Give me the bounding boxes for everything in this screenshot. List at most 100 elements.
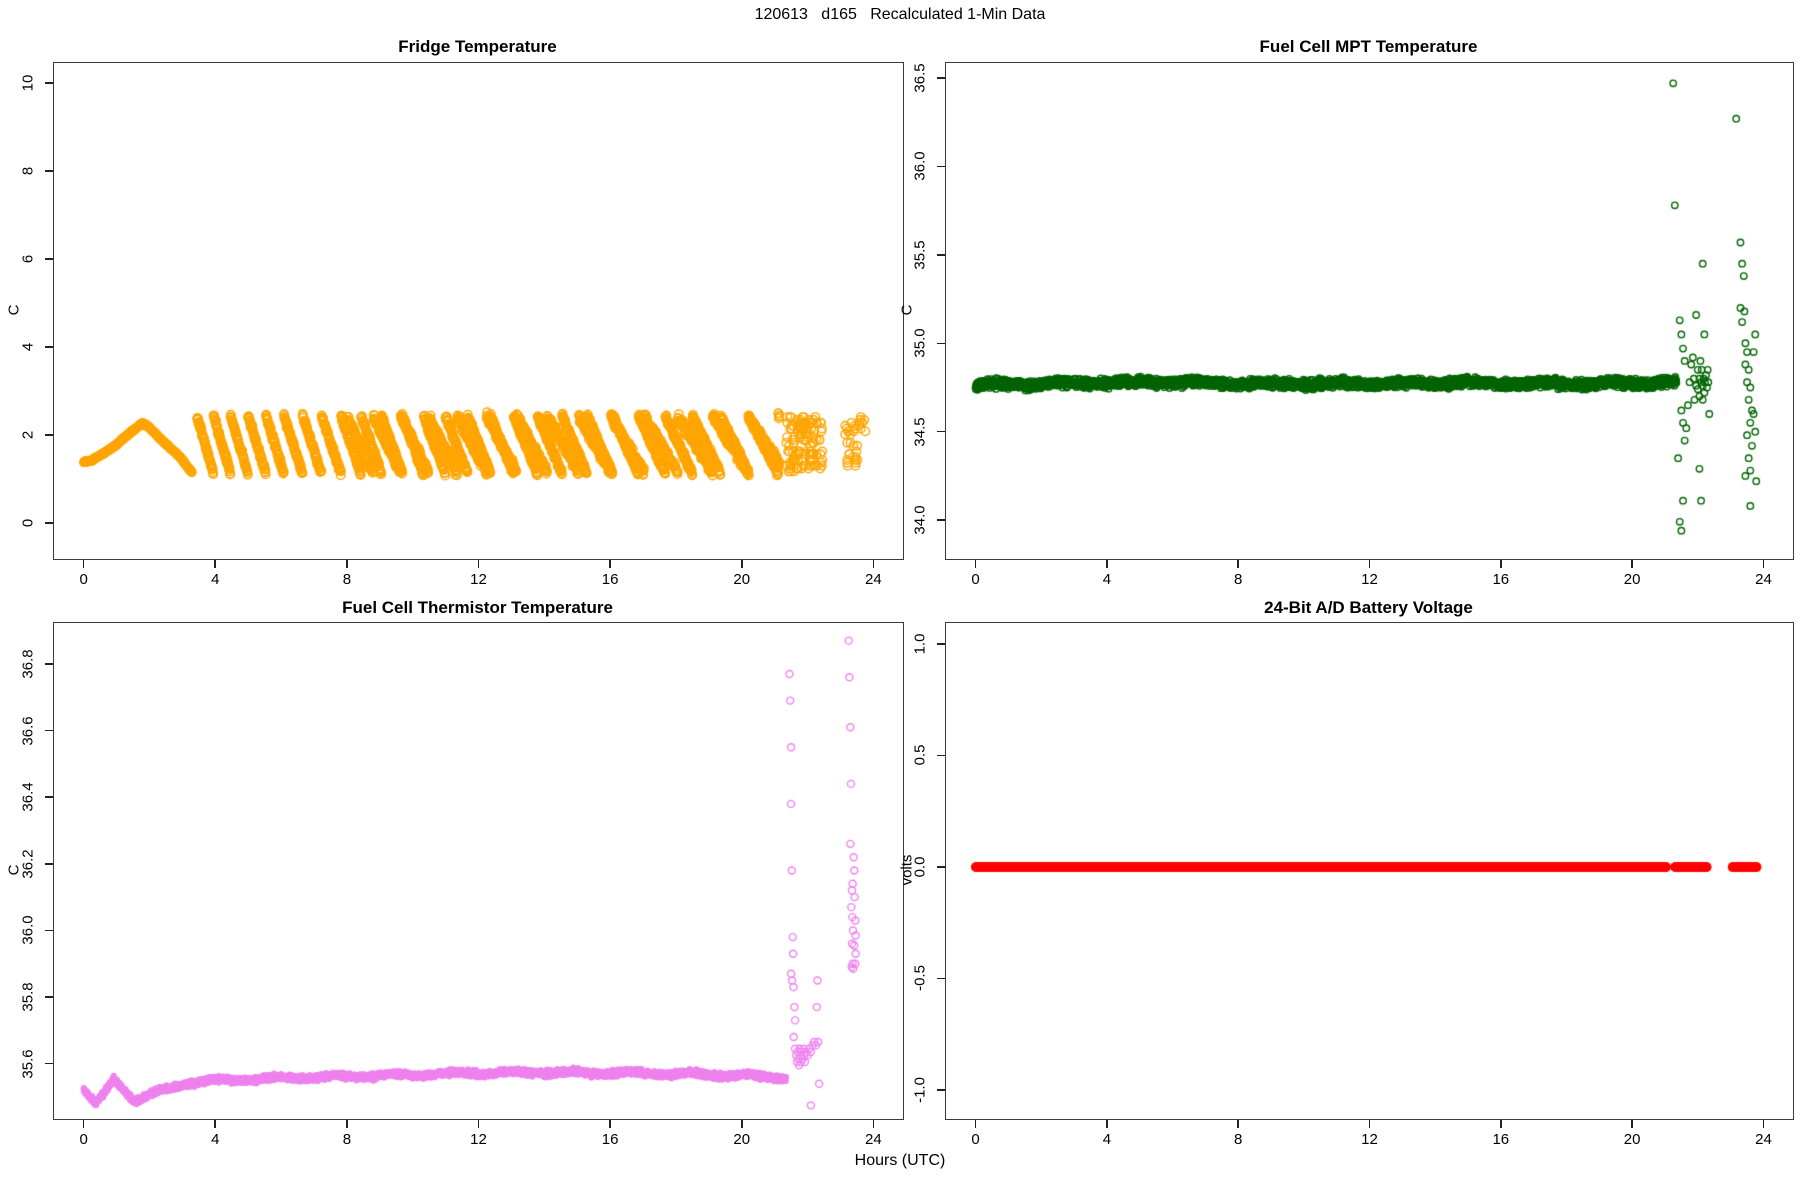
plot-canvas-fuel-cell-thermistor [54,623,903,1119]
x-tick-label: 4 [1102,571,1112,588]
y-tick-mark [44,522,53,524]
plot-area-fuel-cell-thermistor: 0 4 8 12 16 20 24 35.6 35.8 36.0 36.2 36.4 36.6 36.8 [20,622,904,1148]
y-tick-mark [44,929,53,932]
x-tick-mark [1368,1120,1371,1128]
y-tick-mark [936,77,945,79]
x-tick-label: 0 [79,1131,88,1148]
x-tick-label: 20 [1623,1131,1641,1148]
x-tick-mark [1237,1120,1239,1128]
x-tick-label: 8 [1234,1131,1243,1148]
y-tick-label: 6 [19,254,37,264]
x-tick-mark [214,560,216,568]
y-tick-label: 34.5 [911,417,929,447]
x-tick-label: 12 [1361,1131,1378,1148]
x-tick-label: 0 [971,571,980,588]
x-tick-label: 24 [865,571,882,588]
y-tick-label: 36.4 [19,782,37,812]
y-tick-mark [936,643,945,645]
y-tick-mark [936,430,945,433]
x-tick-mark [609,1120,611,1128]
x-tick-mark [741,560,743,568]
y-tick-label: 34.0 [911,505,929,535]
y-tick-mark [936,519,945,521]
x-tick-mark [1106,560,1108,568]
y-tick-mark [936,165,945,168]
y-tick-mark [44,1062,53,1065]
y-tick-label: 36.8 [19,649,37,679]
x-tick-label: 8 [342,571,352,588]
x-tick-mark [1762,1120,1765,1128]
y-tick-label: 0 [19,518,37,528]
x-tick-mark [609,560,611,568]
y-axis-label-mpt: C [898,304,916,316]
x-tick-mark [477,560,480,568]
x-tick-label: 4 [211,1131,220,1148]
y-tick-label: 36.6 [19,715,37,746]
plot-title-battery-voltage: 24-Bit A/D Battery Voltage [1264,598,1473,617]
y-tick-mark [44,796,53,798]
x-tick-mark [872,1120,875,1128]
x-tick-label: 12 [470,1131,487,1148]
y-tick-mark [44,258,53,260]
y-tick-mark [936,1089,945,1091]
y-tick-mark [936,754,945,757]
y-tick-mark [936,342,945,345]
y-tick-label: 36.0 [19,915,37,946]
x-tick-mark [1368,560,1371,568]
x-tick-mark [1237,560,1239,568]
x-tick-label: 4 [1102,1131,1112,1148]
x-tick-mark [872,560,875,568]
x-tick-label: 24 [865,1131,882,1148]
plot-area-fridge-temperature: 0 4 8 12 16 20 24 0 2 4 6 8 10 [20,62,904,588]
x-tick-label: 16 [1492,571,1510,588]
x-tick-label: 24 [1755,1131,1772,1148]
y-tick-mark [44,82,53,84]
x-tick-mark [82,560,85,568]
y-tick-mark [936,977,945,980]
y-tick-mark [936,254,945,256]
x-tick-label: 12 [470,571,487,588]
plot-title-fuel-cell-mpt: Fuel Cell MPT Temperature [1259,37,1478,56]
x-tick-label: 16 [1492,1131,1510,1148]
y-tick-label: 35.8 [19,982,37,1012]
plot-canvas-fuel-cell-mpt [946,63,1793,559]
y-tick-label: 10 [19,74,37,92]
y-tick-label: 35.5 [911,240,929,270]
y-tick-mark [44,729,53,732]
x-tick-label: 12 [1361,571,1378,588]
y-tick-label: 8 [19,166,37,175]
x-tick-label: 20 [1623,571,1641,588]
y-tick-label: 35.0 [911,328,929,358]
x-tick-label: 0 [79,571,88,588]
x-tick-mark [1762,560,1765,568]
plot-title-fuel-cell-thermistor: Fuel Cell Thermistor Temperature [342,598,613,617]
plot-area-fuel-cell-mpt: 0 4 8 12 16 20 24 34.0 34.5 35.0 35.5 36.0 36.5 [912,62,1794,588]
y-tick-mark [936,866,945,868]
x-tick-mark [1631,560,1633,568]
plot-canvas-battery-voltage [946,623,1793,1119]
y-tick-label: 0.5 [911,745,929,766]
x-tick-mark [974,560,977,568]
x-tick-mark [1500,560,1502,568]
y-tick-label: 35.6 [19,1049,37,1079]
y-tick-mark [44,346,53,348]
x-tick-mark [82,1120,85,1128]
x-tick-mark [346,1120,348,1128]
y-tick-mark [44,863,53,865]
x-tick-label: 20 [733,1131,751,1148]
y-tick-mark [44,663,53,665]
x-tick-mark [346,560,348,568]
x-tick-label: 16 [601,1131,619,1148]
x-tick-mark [477,1120,480,1128]
figure-title: 120613 d165 Recalculated 1-Min Data [754,6,1046,23]
x-tick-label: 24 [1755,571,1772,588]
plot-canvas-fridge-temperature [54,63,903,559]
x-tick-mark [1500,1120,1502,1128]
plot-title-fridge-temperature: Fridge Temperature [398,37,557,56]
x-tick-label: 8 [1234,571,1243,588]
x-tick-mark [741,1120,743,1128]
y-tick-label: 0.0 [911,856,929,878]
x-tick-label: 8 [342,1131,352,1148]
y-tick-label: -1.0 [911,1077,929,1103]
